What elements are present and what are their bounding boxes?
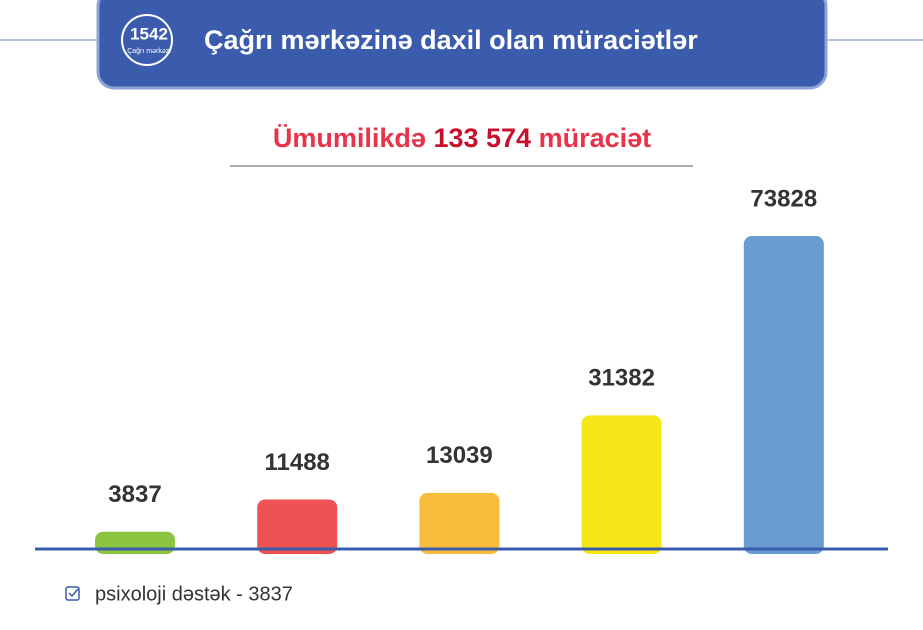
logo-number: 1542: [130, 24, 168, 43]
subtitle-total: 133 574: [433, 123, 531, 153]
value-label: 3837: [108, 481, 161, 508]
value-label: 13039: [426, 442, 493, 469]
logo-ring: [121, 14, 173, 66]
header-box: [96, 0, 828, 90]
header-title: Çağrı mərkəzinə daxil olan müraciətlər: [204, 25, 698, 55]
checkmark: [68, 588, 79, 598]
subtitle-part: müraciət: [539, 123, 652, 153]
subtitle: Ümumilikdə 133 574 müraciət: [273, 123, 651, 153]
bar: [581, 415, 662, 554]
bar: [95, 531, 175, 554]
bar: [743, 236, 824, 554]
logo-caption: Çağrı mərkəzi: [127, 48, 171, 55]
bar: [419, 492, 500, 554]
bar: [257, 499, 338, 554]
value-label: 73828: [750, 185, 817, 212]
legend-item: psixoloji dəstək - 3837: [95, 583, 293, 605]
value-label: 11488: [264, 449, 329, 476]
subtitle-part: Ümumilikdə: [273, 123, 426, 153]
checkbox: [65, 586, 80, 601]
value-label: 31382: [588, 365, 655, 392]
